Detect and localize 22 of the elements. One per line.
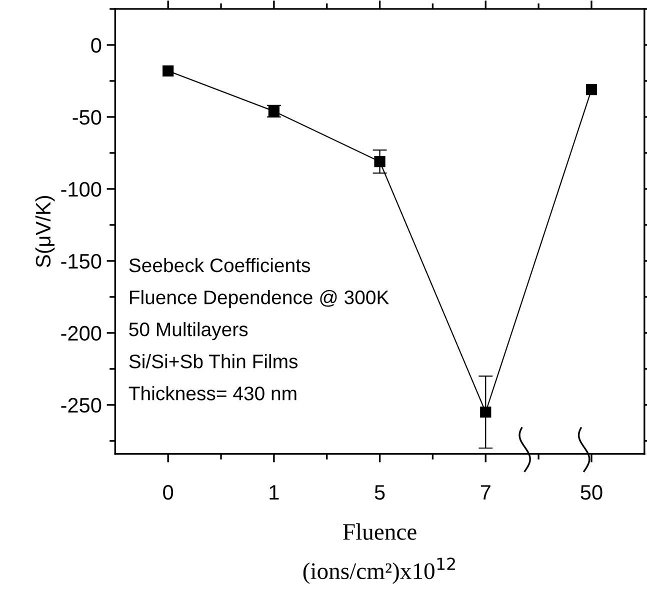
x-tick-label: 5	[374, 485, 385, 500]
annotation: Seebeck Coefficients	[129, 258, 310, 272]
point	[162, 65, 174, 76]
annotation: Si/Si+Sb Thin Films	[129, 354, 298, 368]
x-tick-label: 1	[270, 485, 279, 500]
point	[480, 406, 492, 418]
annotation: Thickness= 430 nm	[128, 386, 296, 400]
y-tick-label: 0	[91, 38, 102, 53]
x-tick-label: 50	[580, 484, 602, 500]
x-axis-title: Fluence (ions/cm²)x10$^{12}$	[303, 523, 455, 584]
y-tick-label: -150	[61, 254, 102, 269]
annotation: 50 Multilayers	[129, 322, 248, 340]
y-tick-label: -50	[72, 110, 102, 125]
point	[374, 156, 386, 168]
y-tick-label: -250	[61, 398, 102, 413]
point	[586, 84, 598, 96]
annotation: Fluence Dependence @ 300K	[130, 290, 389, 308]
y-tick-label: -100	[61, 182, 102, 197]
x-tick-label: 0	[163, 484, 174, 500]
x-tick-label: 7	[480, 485, 490, 500]
y-axis-title: S(μV/K)	[35, 196, 55, 268]
y-tick-label: -200	[61, 326, 102, 341]
